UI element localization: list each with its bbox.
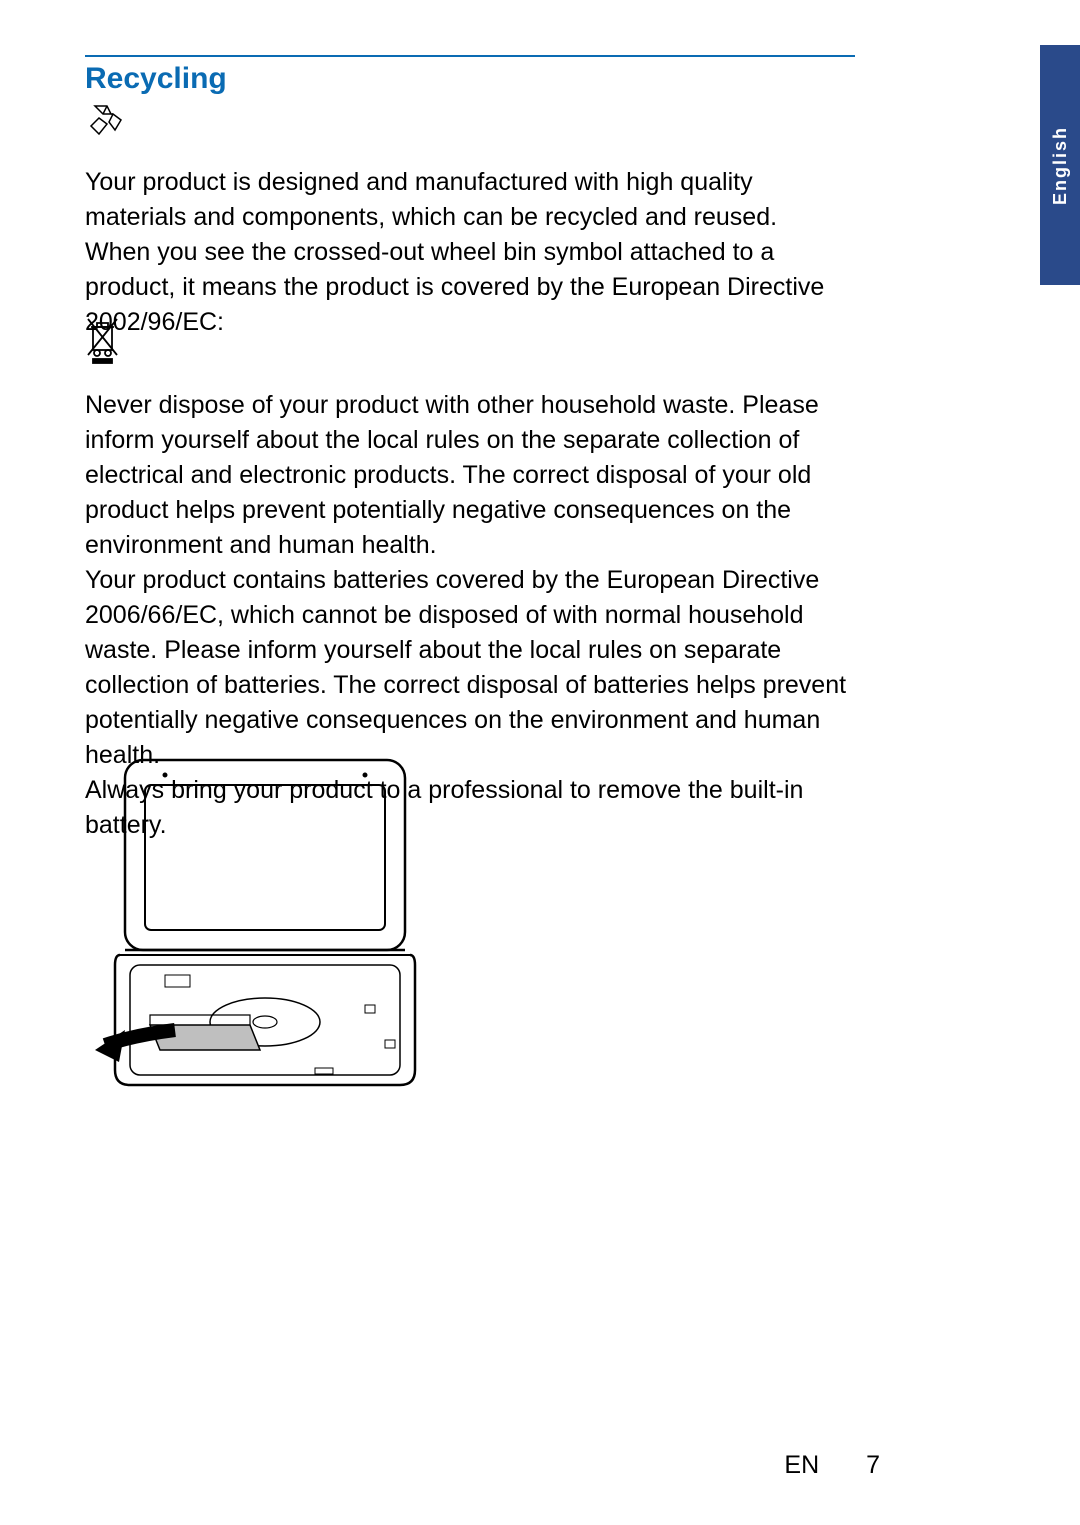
crossed-bin-icon [85,315,120,365]
footer-page-number: 7 [866,1451,880,1479]
recycle-icon [85,100,129,144]
language-tab-label: English [1050,125,1071,204]
section-rule [85,55,855,57]
body-paragraph-1: Your product is designed and manufacture… [85,165,855,340]
language-tab: English [1040,45,1080,285]
page-footer: EN 7 [0,1451,1080,1480]
footer-lang-code: EN [784,1451,819,1479]
section-heading: Recycling [85,62,227,96]
device-battery-removal-figure [95,750,435,1095]
